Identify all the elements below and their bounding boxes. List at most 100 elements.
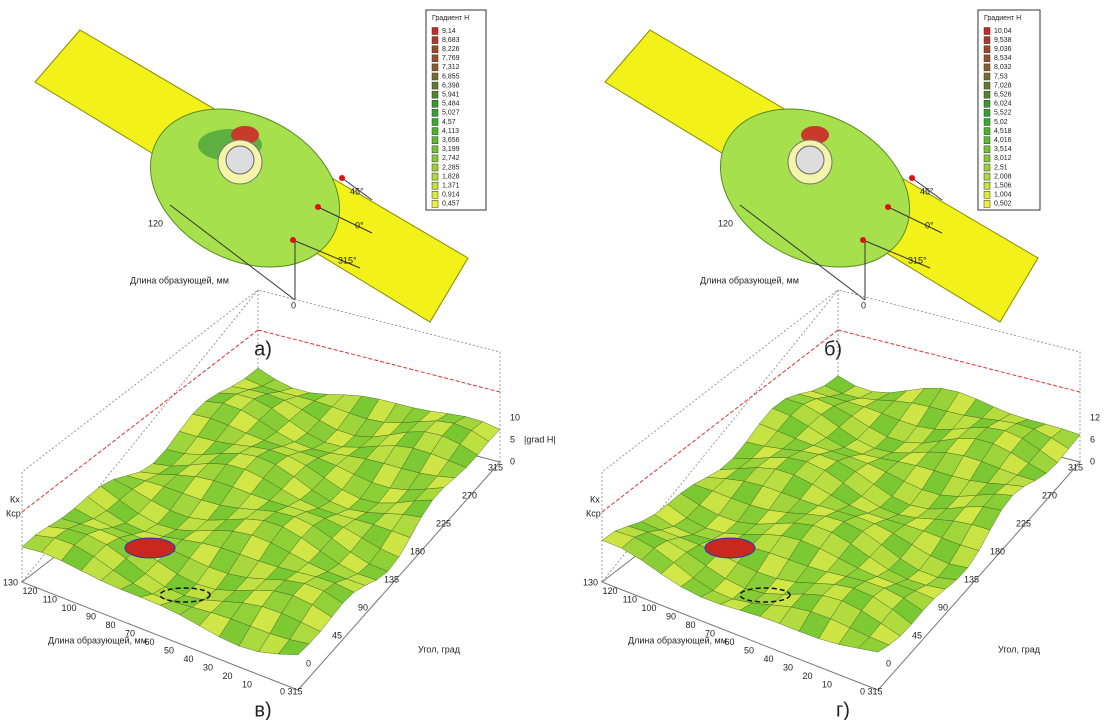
- model-label: 120: [718, 218, 733, 228]
- model-label: Длина образующей, мм: [130, 275, 229, 285]
- legend-value: 1,506: [994, 183, 1012, 190]
- length-tick: 120: [602, 586, 617, 596]
- model-label: 315°: [908, 255, 927, 265]
- angle-tick: 45: [912, 630, 922, 640]
- legend-value: 5,484: [442, 101, 460, 108]
- legend-value: 4,016: [994, 137, 1012, 144]
- legend-value: 4,113: [442, 128, 459, 135]
- legend-swatch: [432, 155, 438, 162]
- length-tick: 20: [222, 671, 232, 681]
- legend-value: 10,04: [994, 28, 1012, 35]
- angle-tick: 180: [990, 546, 1005, 556]
- angle-tick: 0: [306, 658, 311, 668]
- legend-swatch: [432, 46, 438, 53]
- length-tick: 80: [685, 620, 695, 630]
- length-tick: 100: [641, 603, 656, 613]
- legend-value: 2,742: [442, 155, 460, 162]
- legend-swatch: [984, 37, 990, 44]
- legend-swatch: [432, 173, 438, 180]
- length-tick: 110: [623, 594, 637, 604]
- legend-value: 2,51: [994, 164, 1008, 171]
- legend-swatch: [432, 109, 438, 116]
- legend-swatch: [984, 164, 990, 171]
- legend-value: 3,199: [442, 146, 460, 153]
- axis-label: Угол, град: [998, 644, 1041, 654]
- legend-title: Градиент Н: [984, 15, 1021, 22]
- axis-label: Длина образующей, мм: [628, 635, 727, 645]
- legend-value: 6,526: [994, 92, 1012, 99]
- length-tick: 50: [164, 645, 174, 655]
- legend-swatch: [432, 164, 438, 171]
- angle-tick: 0 315: [280, 686, 303, 696]
- angle-tick: 135: [964, 574, 979, 584]
- legend-value: 5,941: [442, 92, 460, 99]
- caption: б): [824, 338, 842, 360]
- legend-value: 6,855: [442, 73, 460, 80]
- model-label: 0°: [355, 220, 364, 230]
- caption: в): [254, 699, 271, 720]
- legend-value: 5,027: [442, 110, 460, 117]
- model-label: 0°: [925, 220, 934, 230]
- legend-swatch: [984, 73, 990, 80]
- angle-tick: 135: [384, 574, 399, 584]
- angle-tick: 180: [410, 546, 425, 556]
- value-tick: 0: [1090, 456, 1095, 466]
- legend-swatch: [984, 128, 990, 135]
- length-tick: 90: [86, 611, 96, 621]
- length-tick: 80: [105, 620, 115, 630]
- legend-swatch: [432, 100, 438, 107]
- length-tick: 100: [61, 603, 76, 613]
- model-label: Длина образующей, мм: [700, 275, 799, 285]
- angle-tick: 225: [1016, 518, 1031, 528]
- angle-tick: 0 315: [860, 686, 883, 696]
- length-tick: 120: [22, 586, 37, 596]
- axis-label: Угол, град: [418, 644, 461, 654]
- legend-swatch: [432, 182, 438, 189]
- legend-swatch: [432, 146, 438, 153]
- legend-swatch: [432, 119, 438, 126]
- length-tick: 110: [43, 594, 57, 604]
- legend-value: 8,534: [994, 55, 1012, 62]
- model-label: 120: [148, 218, 163, 228]
- length-tick: 40: [763, 654, 773, 664]
- model-label: 45°: [350, 186, 364, 196]
- legend-swatch: [432, 73, 438, 80]
- marker-label: Кх: [590, 494, 600, 504]
- legend-swatch: [432, 128, 438, 135]
- legend-value: 1,828: [442, 173, 460, 180]
- legend-swatch: [984, 119, 990, 126]
- length-tick: 20: [802, 671, 812, 681]
- legend-value: 0,914: [442, 192, 460, 199]
- legend-swatch: [984, 46, 990, 53]
- legend-value: 3,656: [442, 137, 460, 144]
- legend-swatch: [432, 55, 438, 62]
- legend-swatch: [984, 82, 990, 89]
- marker-label: Кср: [6, 508, 21, 518]
- model-label: 0: [291, 300, 296, 310]
- legend-value: 9,538: [994, 37, 1012, 44]
- length-tick: 30: [203, 662, 213, 672]
- angle-tick: 225: [436, 518, 451, 528]
- length-tick: 10: [242, 679, 252, 689]
- legend-value: 0,457: [442, 201, 460, 208]
- legend-swatch: [432, 191, 438, 198]
- legend-swatch: [432, 37, 438, 44]
- figure: Градиент Н9,148,6838,2267,7697,3126,8556…: [0, 0, 1109, 720]
- legend-value: 5,02: [994, 119, 1008, 126]
- caption: а): [254, 338, 272, 360]
- model-label: 45°: [920, 186, 934, 196]
- angle-tick: 90: [938, 602, 948, 612]
- angle-tick: 45: [332, 630, 342, 640]
- legend-swatch: [984, 55, 990, 62]
- legend-swatch: [984, 182, 990, 189]
- legend-swatch: [984, 64, 990, 71]
- legend-value: 3,012: [994, 155, 1012, 162]
- legend-swatch: [984, 137, 990, 144]
- legend-value: 7,028: [994, 82, 1012, 89]
- legend-value: 9,14: [442, 28, 456, 35]
- angle-tick: 270: [1042, 490, 1057, 500]
- legend-swatch: [984, 200, 990, 207]
- legend-value: 9,036: [994, 46, 1012, 53]
- legend-value: 3,514: [994, 146, 1012, 153]
- legend-value: 6,024: [994, 101, 1012, 108]
